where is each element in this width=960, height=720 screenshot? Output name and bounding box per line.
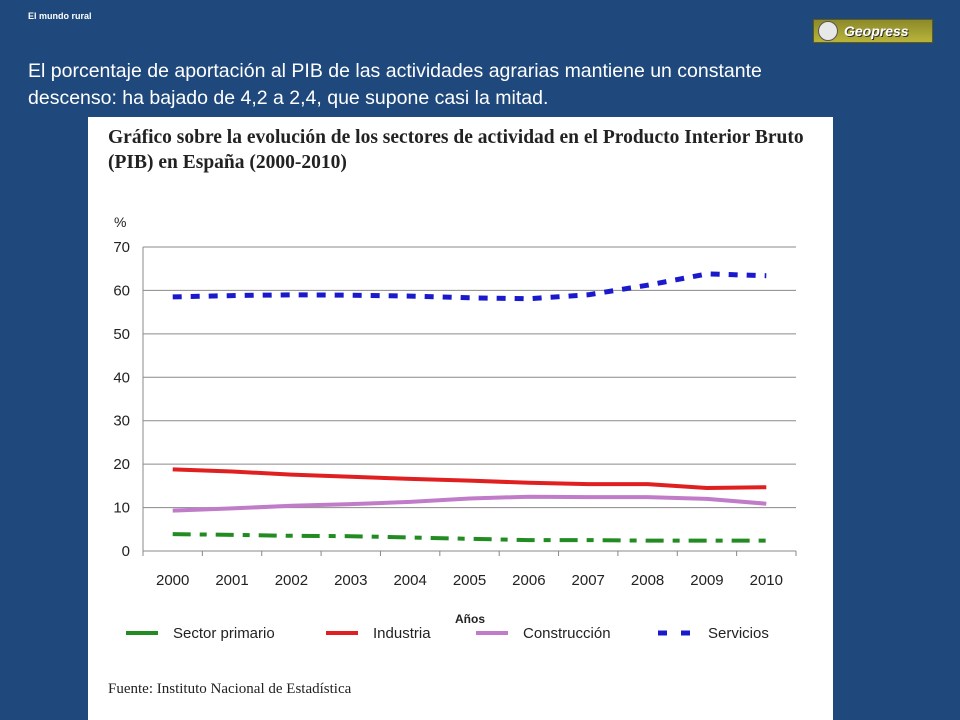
legend-label: Construcción <box>523 625 611 642</box>
globe-icon <box>818 21 838 41</box>
chart-source: Fuente: Instituto Nacional de Estadístic… <box>108 681 352 697</box>
x-tick-label: 2000 <box>156 572 189 589</box>
series-line-industria <box>172 467 767 490</box>
x-tick-label: 2002 <box>275 572 308 589</box>
y-axis-label: % <box>114 214 126 230</box>
x-tick-label: 2009 <box>690 572 723 589</box>
slide-header: El mundo rural <box>28 11 92 21</box>
legend-label: Industria <box>373 625 431 642</box>
y-tick-label: 40 <box>113 369 130 386</box>
y-tick-label: 70 <box>113 239 130 256</box>
x-tick-label: 2005 <box>453 572 486 589</box>
chart-title: Gráfico sobre la evolución de los sector… <box>108 127 804 173</box>
y-tick-label: 30 <box>113 413 130 430</box>
series-line-servicios <box>172 271 767 302</box>
x-tick-label: 2004 <box>393 572 426 589</box>
x-tick-label: 2006 <box>512 572 545 589</box>
x-tick-label: 2001 <box>215 572 248 589</box>
logo-text: Geopress <box>844 23 909 39</box>
y-tick-label: 10 <box>113 500 130 517</box>
x-tick-label: 2007 <box>572 572 605 589</box>
legend-label: Sector primario <box>173 625 275 642</box>
chart-panel: Gráfico sobre la evolución de los sector… <box>88 117 833 720</box>
series-line-sector-primario <box>172 532 767 543</box>
geopress-logo: Geopress <box>813 19 933 43</box>
y-tick-label: 50 <box>113 326 130 343</box>
x-axis-label: Años <box>455 612 485 626</box>
headline-text: El porcentaje de aportación al PIB de la… <box>28 60 762 109</box>
y-tick-label: 60 <box>113 282 130 299</box>
x-tick-label: 2010 <box>750 572 783 589</box>
legend-label: Servicios <box>708 625 769 642</box>
x-tick-label: 2003 <box>334 572 367 589</box>
y-tick-label: 20 <box>113 456 130 473</box>
y-tick-label: 0 <box>122 543 130 560</box>
series-line-construcci-n <box>172 494 767 513</box>
x-tick-label: 2008 <box>631 572 664 589</box>
line-chart: 0 10 20 30 40 50 60 70% 2000 2001 2002 2003 2004 2005… <box>113 214 797 642</box>
